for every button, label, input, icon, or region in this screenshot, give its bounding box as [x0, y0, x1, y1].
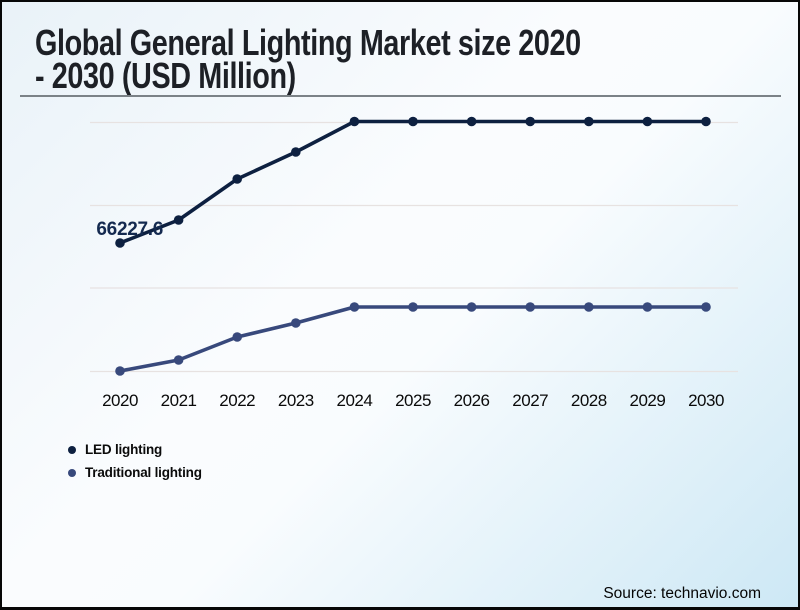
led-lighting-legend-dot-icon	[68, 445, 76, 454]
data-point-led-lighting-2026[interactable]	[466, 116, 477, 127]
series-line-led-lighting	[118, 119, 708, 245]
series-line-traditional-lighting	[118, 305, 708, 373]
x-tick-label: 2022	[219, 391, 255, 410]
data-point-led-lighting-2021[interactable]	[173, 215, 184, 225]
data-point-traditional-lighting-2028[interactable]	[584, 302, 594, 312]
data-point-led-lighting-2027[interactable]	[525, 116, 535, 127]
x-tick-label: 2025	[395, 391, 431, 410]
data-point-traditional-lighting-2030[interactable]	[701, 302, 711, 312]
x-tick-label: 2023	[278, 391, 314, 410]
legend-label: Traditional lighting	[85, 465, 202, 480]
data-point-led-lighting-2022[interactable]	[232, 174, 242, 184]
legend-label: LED lighting	[85, 442, 163, 457]
data-label: 66227.6	[96, 219, 163, 240]
x-tick-label: 2027	[512, 391, 548, 410]
data-point-traditional-lighting-2024[interactable]	[349, 302, 360, 312]
data-point-traditional-lighting-2022[interactable]	[232, 332, 242, 342]
data-point-traditional-lighting-2027[interactable]	[525, 302, 535, 312]
x-tick-label: 2024	[336, 391, 372, 410]
chart-title: Global General Lighting Market size 2020…	[35, 22, 707, 97]
data-point-led-lighting-2030[interactable]	[701, 116, 711, 127]
chart-legend: LED lighting Traditional lighting	[68, 438, 202, 484]
chart-title-line-1: Global General Lighting Market size 2020	[35, 22, 581, 63]
chart-title-line-2: - 2030 (USD Million)	[35, 55, 296, 97]
data-point-traditional-lighting-2025[interactable]	[408, 302, 418, 312]
data-point-traditional-lighting-2021[interactable]	[173, 355, 184, 365]
x-tick-label: 2021	[161, 391, 197, 410]
traditional-lighting-legend-dot-icon	[68, 468, 76, 477]
x-tick-label: 2029	[629, 391, 665, 410]
data-point-led-lighting-2028[interactable]	[584, 116, 594, 127]
data-point-traditional-lighting-2023[interactable]	[291, 318, 301, 328]
source-attribution: Source: technavio.com	[603, 585, 761, 602]
legend-item-led-lighting[interactable]: LED lighting	[68, 438, 202, 461]
data-point-led-lighting-2029[interactable]	[642, 116, 653, 127]
data-point-led-lighting-2024[interactable]	[349, 116, 360, 127]
legend-item-traditional-lighting[interactable]: Traditional lighting	[68, 461, 202, 484]
data-point-traditional-lighting-2020[interactable]	[115, 366, 125, 376]
data-point-led-lighting-2023[interactable]	[291, 147, 301, 157]
data-point-traditional-lighting-2029[interactable]	[642, 302, 653, 312]
data-point-led-lighting-2025[interactable]	[408, 116, 418, 127]
x-tick-label: 2030	[688, 391, 724, 410]
data-point-traditional-lighting-2026[interactable]	[466, 302, 477, 312]
x-tick-label: 2028	[571, 391, 607, 410]
x-tick-label: 2026	[454, 391, 490, 410]
data-point-led-lighting-2020[interactable]	[115, 238, 125, 248]
x-tick-label: 2020	[102, 391, 138, 410]
title-divider	[20, 95, 781, 97]
